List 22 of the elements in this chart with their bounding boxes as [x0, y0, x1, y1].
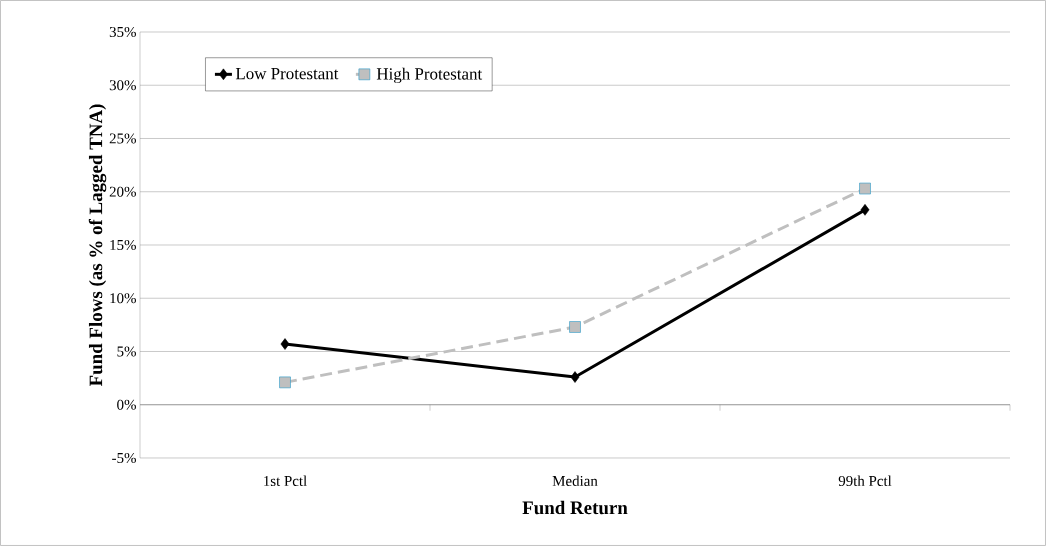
y-tick-label: 30% — [109, 80, 136, 91]
legend-label: Low Protestant — [235, 68, 339, 80]
point — [859, 182, 871, 195]
y-tick-label: 15% — [110, 239, 136, 251]
point — [280, 338, 290, 350]
x-tick-label: 99th Pctl — [838, 475, 892, 487]
y-axis-title: Fund Flows (as % of Lagged TNA) — [88, 104, 107, 387]
y-tick-label: 5% — [117, 346, 136, 357]
x-tick-label: 1st Pctl — [264, 475, 307, 487]
y-tick-label: 20% — [109, 186, 136, 197]
y-tick-label: 10% — [110, 293, 136, 304]
x-tick-label: Median — [552, 475, 598, 487]
point — [569, 321, 581, 333]
point — [279, 376, 291, 389]
y-tick-label: 0% — [117, 399, 136, 410]
x-axis-title: Fund Return — [522, 500, 628, 515]
legend-label: High Protestant — [376, 67, 483, 84]
y-tick-label: 25% — [109, 133, 136, 144]
y-tick-label: -5% — [112, 452, 136, 464]
y-tick-label: 35% — [109, 26, 136, 38]
point — [570, 371, 580, 383]
point — [860, 204, 870, 216]
